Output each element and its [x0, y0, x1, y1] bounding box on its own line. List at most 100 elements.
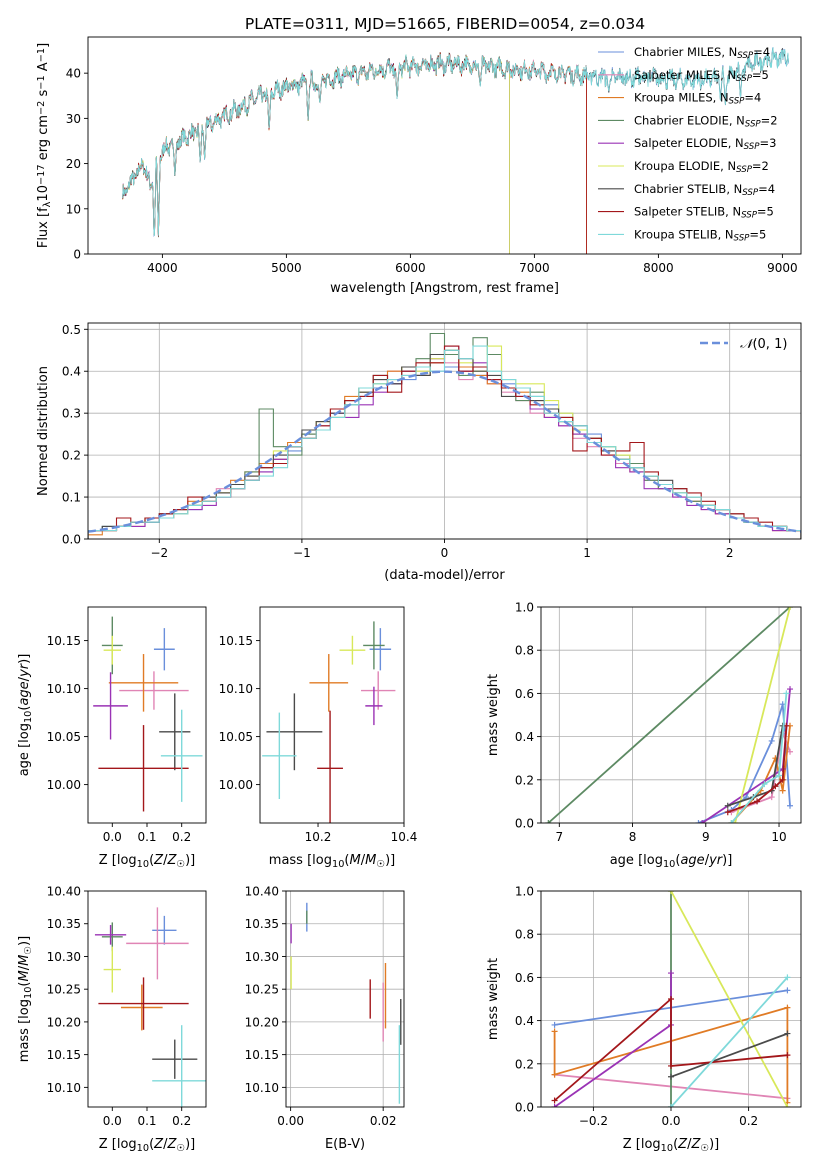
y-tick-label: 10.05: [47, 730, 81, 744]
weight-vs-age-marker-purple: [699, 820, 706, 823]
weight-vs-age-line-dark: [727, 725, 784, 807]
y-tick-label: 10.30: [47, 950, 81, 964]
weight-vs-Z-marker-red: [784, 1052, 791, 1059]
x-tick-label: 0.2: [739, 1114, 758, 1128]
weight-vs-age-x-axis-label: age [log10(age/yr)]: [610, 853, 733, 870]
weight-vs-age-marker-yellow: [787, 607, 794, 610]
x-tick-label: 10: [771, 830, 786, 844]
y-tick-label: 10.10: [47, 1081, 81, 1095]
weight-vs-age-marker-orange: [779, 787, 786, 794]
legend-label: Kroupa STELIB, NSSP=5: [634, 227, 766, 243]
residuals-plot-area: [88, 332, 801, 539]
histogram-8: [88, 345, 801, 539]
y-tick-label: 0.8: [515, 644, 534, 658]
mass-vs-EBV-x-axis-label: E(B-V): [325, 1137, 365, 1152]
x-tick-label: 10.2: [305, 830, 332, 844]
y-tick-label: 10.15: [47, 634, 81, 648]
y-tick-label: 10.10: [245, 1081, 279, 1095]
weight-vs-Z-marker-blue: [551, 1021, 558, 1028]
x-tick-label: 0.0: [103, 830, 122, 844]
y-tick-label: 1.0: [515, 885, 534, 899]
weight-vs-Z-panel: −0.2 0.0 0.2 0.0 0.2 0.4 0.6 0.8 1.0 Z [log10(Z/Z…: [486, 885, 802, 1154]
y-tick-label: 10.15: [219, 634, 253, 648]
x-tick-label: 0.2: [172, 830, 191, 844]
y-tick-label: 40: [66, 67, 81, 81]
normal-reference-curve: [88, 370, 801, 533]
x-tick-label: 9: [702, 830, 710, 844]
y-tick-label: 0.1: [62, 491, 81, 505]
weight-vs-Z-line-red: [554, 997, 788, 1102]
x-tick-label: 0.02: [370, 1114, 397, 1128]
y-tick-label: 10.10: [47, 682, 81, 696]
weight-vs-Z-line-yellow: [670, 891, 789, 1107]
y-tick-label: 0.6: [515, 971, 534, 985]
x-tick-label: 7000: [519, 261, 550, 275]
y-tick-label: 0.0: [515, 817, 534, 831]
x-tick-label: 6000: [395, 261, 426, 275]
x-tick-label: 2: [726, 546, 734, 560]
spectrum-line-8: [122, 47, 789, 236]
y-tick-label: 10.00: [47, 778, 81, 792]
weight-vs-age-marker-blue: [695, 820, 702, 823]
y-tick-label: 10.30: [245, 950, 279, 964]
y-tick-label: 0.2: [515, 1057, 534, 1071]
weight-vs-Z-marker-orange: [784, 1004, 791, 1011]
legend-label: Chabrier STELIB, NSSP=4: [634, 182, 775, 198]
y-tick-label: 20: [66, 157, 81, 171]
age-vs-Z-panel: 0.0 0.1 0.2 10.00 10.05 10.10 10.15 Z [log10(Z/…: [17, 606, 207, 870]
residuals-panel: −2 −1 0 1 2 0.0 0.1 0.2 0.3 0.4 0.5 (data-model)/er…: [36, 322, 802, 583]
weight-vs-Z-y-axis-label: mass weight: [486, 958, 501, 1040]
x-tick-label: 8: [629, 830, 637, 844]
weight-vs-age-marker-cyan: [783, 690, 790, 697]
legend-label: Salpeter ELODIE, NSSP=3: [634, 136, 776, 152]
weight-vs-age-marker-blue: [787, 802, 794, 809]
y-tick-label: 0.4: [515, 1014, 534, 1028]
weight-vs-age-plot-area: [545, 607, 794, 823]
y-tick-label: 10.10: [219, 682, 253, 696]
y-tick-label: 0.4: [515, 730, 534, 744]
weight-vs-Z-x-axis-label: Z [log10(Z/Z☉)]: [623, 1137, 720, 1154]
weight-vs-Z-marker-blue: [784, 987, 791, 994]
figure-title: PLATE=0311, MJD=51665, FIBERID=0054, z=0…: [245, 15, 645, 33]
weight-vs-Z-marker-orange: [551, 1071, 558, 1078]
weight-vs-age-marker-green: [545, 820, 552, 823]
x-tick-label: 8000: [643, 261, 674, 275]
y-tick-label: 0.0: [515, 1101, 534, 1115]
y-tick-label: 0.8: [515, 928, 534, 942]
weight-vs-Z-marker-dark: [784, 1030, 791, 1037]
y-tick-label: 10.40: [47, 885, 81, 899]
legend-label: Kroupa MILES, NSSP=4: [634, 91, 761, 107]
x-tick-label: 0: [441, 546, 449, 560]
weight-vs-age-y-axis-label: mass weight: [486, 674, 501, 756]
y-tick-label: 0.6: [515, 687, 534, 701]
weight-vs-age-line-yellow: [734, 607, 791, 823]
weight-vs-Z-marker-red: [668, 996, 674, 1002]
y-tick-label: 10.05: [219, 730, 253, 744]
y-tick-label: 0.2: [515, 773, 534, 787]
y-tick-label: 10.20: [245, 1015, 279, 1029]
weight-vs-Z-marker-yellow: [784, 1104, 791, 1107]
y-tick-label: 1.0: [515, 601, 534, 615]
weight-vs-Z-marker-yellow: [668, 891, 674, 894]
x-tick-label: −1: [293, 546, 311, 560]
x-tick-label: 0.1: [137, 830, 156, 844]
age-vs-mass-frame: [259, 606, 405, 824]
y-tick-label: 10.40: [245, 885, 279, 899]
weight-vs-Z-line-cyan: [670, 976, 789, 1107]
y-tick-label: 0: [73, 248, 81, 262]
y-tick-label: 10.25: [245, 983, 279, 997]
weight-vs-age-marker-dark: [724, 802, 731, 809]
mass-vs-EBV-panel: 0.00 0.02 10.10 10.15 10.20 10.25 10.30 10.35 10…: [245, 885, 405, 1152]
mass-vs-Z-x-axis-label: Z [log10(Z/Z☉)]: [99, 1137, 196, 1154]
y-tick-label: 0.0: [62, 533, 81, 547]
weight-vs-Z-marker-cyan: [784, 974, 791, 981]
spectrum-panel: 4000 5000 6000 7000 8000 9000 0 10 20 30 40 wavelen…: [36, 36, 802, 296]
legend-label: Salpeter STELIB, NSSP=5: [634, 205, 774, 221]
x-tick-label: 0.00: [277, 1114, 304, 1128]
y-tick-label: 10.35: [245, 917, 279, 931]
legend-label: Kroupa ELODIE, NSSP=2: [634, 159, 769, 175]
age-vs-mass-x-axis-label: mass [log10(M/M☉)]: [269, 853, 395, 870]
x-tick-label: 5000: [271, 261, 302, 275]
mass-vs-EBV-plot-area: [290, 902, 402, 1104]
